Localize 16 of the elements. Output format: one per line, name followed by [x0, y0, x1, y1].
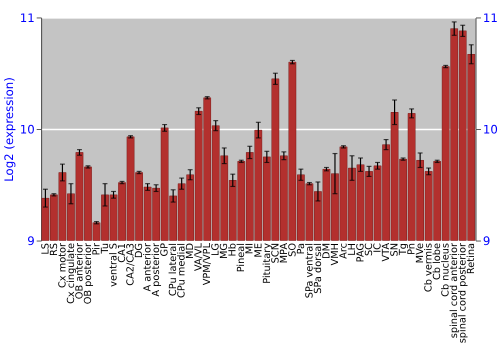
x-tick-label: A posterior: [151, 242, 162, 297]
x-tick-label: spinal cord posterior: [458, 242, 469, 344]
x-tick-label: RS: [48, 242, 60, 256]
x-tick-label: OB posterior: [82, 242, 94, 304]
y2-tick-label: 11: [482, 10, 498, 25]
x-tick-label: Tg: [398, 242, 410, 256]
y-tick-label: 11: [20, 10, 35, 25]
x-tick-label: Pituitary: [262, 242, 273, 284]
y-axis-title: Log2 (expression): [2, 77, 16, 182]
x-tick-label: Pa: [296, 242, 307, 254]
y2-tick-label: 10: [482, 122, 498, 136]
x-tick-label: Retina: [466, 242, 478, 274]
y-tick-label: 9: [27, 234, 35, 248]
y-tick-label: 10: [20, 122, 35, 136]
x-tick-label: ME: [253, 242, 264, 258]
y2-tick-label: 9: [482, 234, 490, 248]
